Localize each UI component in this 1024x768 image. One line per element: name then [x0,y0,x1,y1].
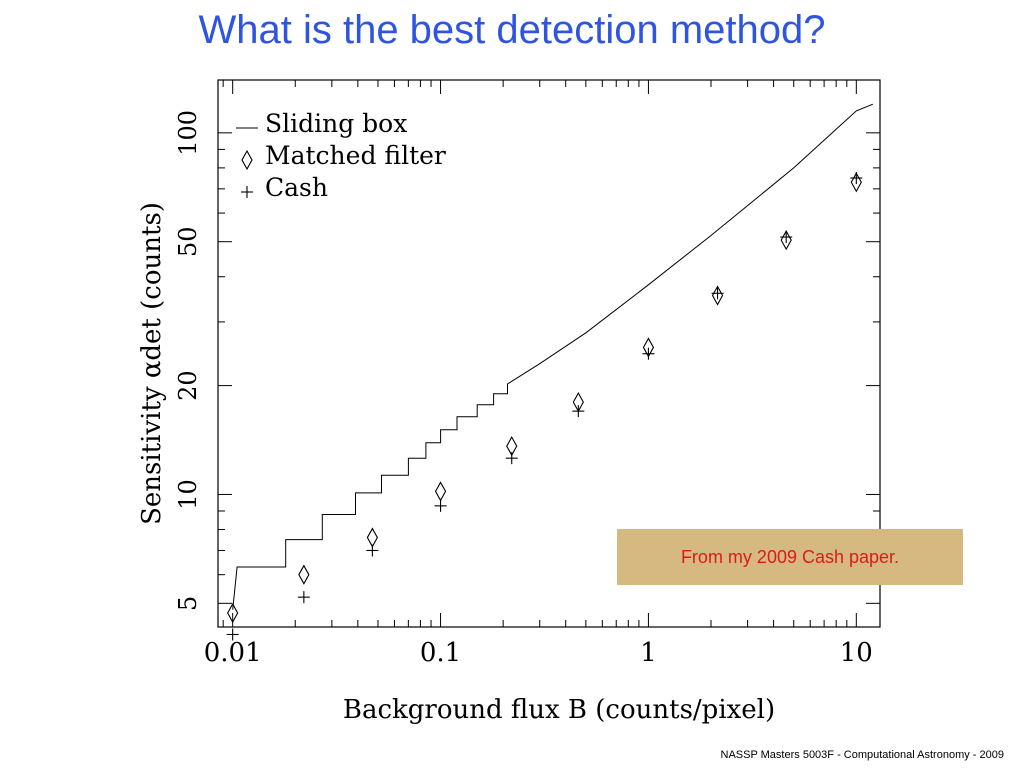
matched-filter-point [850,172,862,193]
matched-filter-point [434,481,447,502]
source-callout: From my 2009 Cash paper. [617,529,963,585]
y-tick-label: 5 [174,596,202,611]
series-line-sliding-box [232,103,873,610]
cash-point [642,347,655,360]
slide-title: What is the best detection method? [198,8,826,52]
legend-label: Matched filter [265,141,446,170]
cash-point [572,405,585,418]
cash-point [850,172,863,185]
callout-text: From my 2009 Cash paper. [680,546,900,567]
matched-filter-point [227,602,239,624]
cash-point [366,544,379,557]
cash-point [780,231,793,244]
x-axis-label: Background flux B (counts/pixel) [343,695,775,725]
x-tick-label: 0.01 [204,638,262,668]
legend-symbol [241,149,253,171]
legend-symbol [241,186,253,198]
legend-label: Cash [265,173,328,202]
x-tick-label: 10 [840,638,873,668]
cash-point [297,591,310,604]
y-tick-label: 100 [174,110,202,156]
cash-point [434,499,447,512]
y-axis-label: Sensitivity αdet (counts) [137,202,167,525]
cash-point [226,628,239,641]
y-tick-label: 20 [174,370,202,401]
matched-filter-point [711,285,724,306]
y-tick-label: 50 [174,226,202,257]
plot-frame [217,79,881,628]
cash-point [505,452,518,465]
legend-label: Sliding box [265,109,407,138]
matched-filter-point [298,564,310,585]
matched-filter-point [366,527,379,548]
x-tick-label: 1 [640,638,657,668]
x-tick-label: 0.1 [420,638,461,668]
y-tick-label: 10 [174,479,202,510]
cash-point [711,287,724,300]
slide-footer: NASSP Masters 5003F - Computational Astr… [720,749,1005,761]
